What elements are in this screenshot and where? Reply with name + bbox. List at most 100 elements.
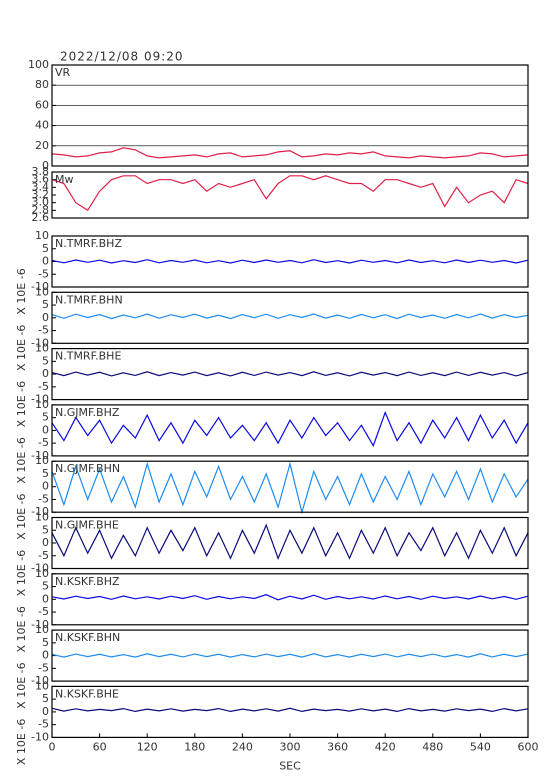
y-tick-label: -10	[31, 730, 49, 743]
x-tick-label: 600	[518, 740, 539, 753]
series-line	[51, 410, 529, 448]
x-tick-label: 300	[280, 740, 301, 753]
series-line	[51, 523, 529, 560]
y-tick-label: -10	[31, 336, 49, 349]
y-tick-label: -10	[31, 505, 49, 518]
x-tick-label: 180	[184, 740, 205, 753]
x-tick-label: 540	[470, 740, 491, 753]
panel-label: N.KSKF.BHZ	[55, 575, 120, 588]
y-tick-label: 10	[35, 511, 49, 524]
x-tick-label: 420	[375, 740, 396, 753]
y-axis-label: X 10E -6	[15, 662, 28, 708]
x-axis-label: SEC	[279, 759, 301, 772]
y-tick-label: 3.8	[32, 165, 50, 178]
x-tick-label: 240	[232, 740, 253, 753]
y-axis-label: X 10E -6	[15, 550, 28, 596]
y-tick-label: -5	[38, 605, 49, 618]
series-line	[51, 707, 529, 713]
panel-frame	[51, 171, 529, 219]
y-tick-label: 3.0	[32, 196, 50, 209]
panel-label: N.TMRF.BHE	[55, 350, 121, 363]
y-tick-label: 0	[42, 367, 49, 380]
series-line	[51, 259, 529, 264]
x-tick-label: 480	[422, 740, 443, 753]
y-tick-label: 80	[35, 78, 49, 91]
y-tick-label: -5	[38, 324, 49, 337]
y-tick-label: -10	[31, 280, 49, 293]
panel-frame	[51, 573, 529, 626]
y-tick-label: 0	[42, 159, 49, 172]
y-axis-label: X 10E -6	[15, 381, 28, 427]
y-tick-label: 20	[35, 139, 49, 152]
panel-label: N.TMRF.BHN	[55, 293, 123, 306]
panel-label: N.TMRF.BHZ	[55, 237, 122, 250]
y-tick-label: 3.4	[32, 180, 50, 193]
panel-frame	[51, 629, 529, 682]
y-tick-label: 2.6	[32, 211, 50, 224]
y-tick-label: -5	[38, 718, 49, 731]
y-axis-label: X 10E -6	[15, 606, 28, 652]
y-axis-label: X 10E -6	[15, 268, 28, 314]
y-tick-label: -5	[38, 549, 49, 562]
panel-frame	[51, 64, 529, 167]
y-tick-label: 5	[42, 354, 49, 367]
y-axis-label: X 10E -6	[15, 325, 28, 371]
y-tick-label: -10	[31, 562, 49, 575]
panel-frame	[51, 291, 529, 344]
y-tick-label: 0	[42, 536, 49, 549]
y-tick-label: 0	[42, 480, 49, 493]
y-tick-label: 5	[42, 636, 49, 649]
y-tick-label: -10	[31, 674, 49, 687]
y-tick-label: 40	[35, 119, 49, 132]
x-tick-label: 120	[137, 740, 158, 753]
y-tick-label: -5	[38, 492, 49, 505]
series-line	[51, 175, 529, 212]
panel-frame	[51, 685, 529, 739]
y-tick-label: 100	[28, 58, 49, 71]
y-tick-label: 10	[35, 454, 49, 467]
y-tick-label: 10	[35, 679, 49, 692]
y-tick-label: 5	[42, 523, 49, 536]
series-line	[51, 313, 529, 320]
y-tick-label: 10	[35, 567, 49, 580]
x-tick-label: 0	[49, 740, 56, 753]
y-tick-label: 5	[42, 467, 49, 480]
y-tick-label: 0	[42, 255, 49, 268]
series-line	[51, 653, 529, 658]
series-line	[51, 594, 529, 601]
y-tick-label: 10	[35, 342, 49, 355]
y-tick-label: 5	[42, 580, 49, 593]
y-tick-label: -5	[38, 380, 49, 393]
y-tick-label: 5	[42, 411, 49, 424]
y-tick-label: 0	[42, 423, 49, 436]
panel-label: N.KSKF.BHE	[55, 687, 119, 700]
y-tick-label: 5	[42, 298, 49, 311]
y-tick-label: 0	[42, 705, 49, 718]
panel-label: N.GJMF.BHZ	[55, 406, 120, 419]
panel-label: N.GJMF.BHN	[55, 462, 120, 475]
panel-frame	[51, 348, 529, 401]
y-tick-label: -5	[38, 661, 49, 674]
y-tick-label: 2.8	[32, 203, 50, 216]
y-tick-label: -5	[38, 436, 49, 449]
y-tick-label: 3.2	[32, 188, 50, 201]
series-line	[51, 147, 529, 159]
y-tick-label: 0	[42, 649, 49, 662]
y-tick-label: 10	[35, 623, 49, 636]
y-axis-label: X 10E -6	[15, 719, 28, 765]
panel-label: Mw	[55, 173, 74, 186]
y-tick-label: 0	[42, 592, 49, 605]
y-tick-label: 10	[35, 398, 49, 411]
y-axis-label: X 10E -6	[15, 493, 28, 539]
y-tick-label: 5	[42, 692, 49, 705]
y-tick-label: 5	[42, 242, 49, 255]
panel-frame	[51, 235, 529, 288]
y-tick-label: -10	[31, 618, 49, 631]
panel-label: N.GJMF.BHE	[55, 519, 119, 532]
panel-label: VR	[55, 66, 71, 79]
series-line	[51, 461, 529, 515]
y-axis-label: X 10E -6	[15, 437, 28, 483]
y-tick-label: -10	[31, 393, 49, 406]
y-tick-label: 0	[42, 311, 49, 324]
